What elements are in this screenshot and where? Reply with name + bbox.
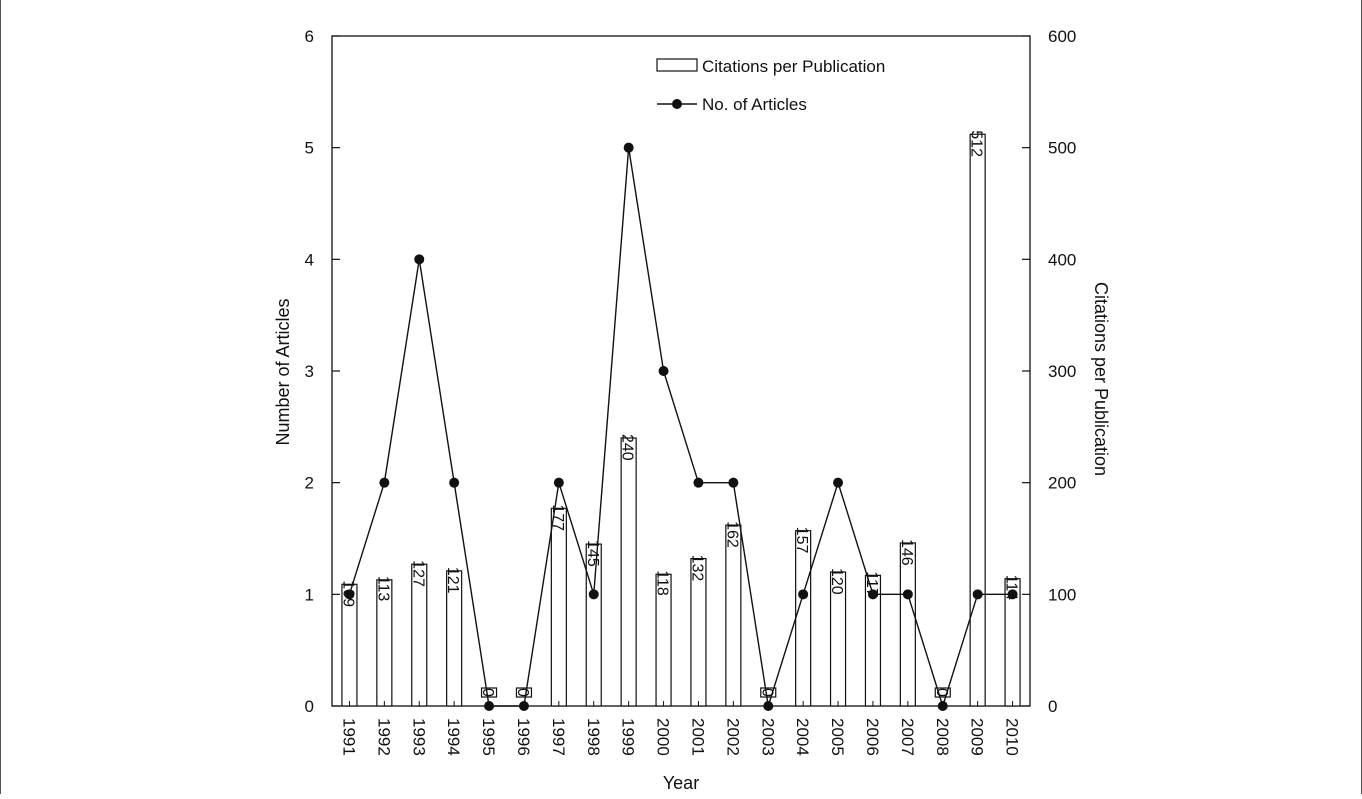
x-axis-tick-label: 2006 bbox=[863, 718, 882, 756]
x-axis-tick-label: 2010 bbox=[1003, 718, 1022, 756]
bar-citations-1995 bbox=[480, 687, 498, 698]
bar-value-label: 113 bbox=[374, 576, 391, 602]
bar-citations-2003 bbox=[760, 687, 777, 698]
bar-citations-1997 bbox=[550, 507, 567, 707]
point-articles-2009 bbox=[972, 589, 983, 600]
x-axis-tick-label: 2008 bbox=[933, 718, 952, 756]
left-axis-tick-label: 1 bbox=[305, 585, 314, 604]
bar-value-label: 240 bbox=[619, 434, 636, 461]
point-articles-1999 bbox=[623, 142, 634, 153]
x-axis-title: Year bbox=[663, 773, 699, 793]
bar-citations-2009 bbox=[969, 133, 986, 707]
x-axis-tick-label: 1998 bbox=[584, 718, 603, 756]
x-axis-tick-label: 2009 bbox=[968, 718, 987, 756]
bar-value-label: 177 bbox=[549, 504, 566, 531]
bar-value-label: 162 bbox=[723, 521, 740, 548]
bar-value-label: 118 bbox=[654, 570, 671, 596]
right-axis-tick-label: 200 bbox=[1048, 474, 1076, 493]
x-axis-tick-label: 2007 bbox=[898, 718, 917, 756]
right-axis-tick-label: 500 bbox=[1048, 139, 1076, 158]
x-axis-tick-label: 2001 bbox=[688, 718, 707, 756]
legend-line-label: No. of Articles bbox=[702, 95, 807, 114]
legend-bar-swatch bbox=[656, 58, 698, 72]
left-axis-tick-label: 3 bbox=[305, 362, 314, 381]
left-axis-title: Number of Articles bbox=[273, 298, 293, 445]
point-articles-1993 bbox=[414, 254, 425, 265]
point-articles-1991 bbox=[344, 589, 355, 600]
point-articles-1992 bbox=[379, 477, 390, 488]
bar-citations-2008 bbox=[934, 687, 951, 698]
bar-value-label: 120 bbox=[828, 568, 845, 595]
left-axis-tick-label: 2 bbox=[305, 474, 314, 493]
right-axis-tick-label: 600 bbox=[1048, 27, 1076, 46]
bar-value-label: 127 bbox=[409, 560, 426, 587]
point-articles-1997 bbox=[553, 477, 564, 488]
line-articles bbox=[348, 147, 1013, 709]
point-articles-2002 bbox=[728, 477, 739, 488]
right-axis-tick-label: 300 bbox=[1048, 362, 1076, 381]
point-articles-2000 bbox=[658, 366, 669, 376]
bar-citations-2007 bbox=[899, 542, 916, 707]
bar-value-label: 146 bbox=[898, 539, 915, 566]
right-axis-tick-label: 0 bbox=[1048, 697, 1057, 716]
bar-citations-1999 bbox=[620, 437, 637, 707]
point-articles-2005 bbox=[833, 477, 844, 488]
point-articles-1994 bbox=[449, 477, 460, 488]
legend-bar-label: Citations per Publication bbox=[702, 57, 885, 76]
left-axis-tick-label: 0 bbox=[305, 697, 314, 716]
bar-value-label: 157 bbox=[793, 527, 810, 554]
bar-citations-2002 bbox=[725, 524, 742, 707]
bar-citations-2004 bbox=[795, 530, 812, 707]
point-articles-2004 bbox=[798, 589, 809, 600]
x-axis-tick-label: 2003 bbox=[758, 718, 777, 756]
x-axis-tick-label: 1995 bbox=[479, 718, 498, 756]
point-articles-1998 bbox=[588, 589, 599, 600]
x-axis-tick-label: 1997 bbox=[549, 718, 568, 756]
x-axis-tick-label: 1994 bbox=[444, 718, 463, 756]
left-axis-tick-label: 6 bbox=[305, 27, 314, 46]
bar-value-label: 0 bbox=[514, 688, 531, 697]
bar-value-label: 132 bbox=[688, 555, 705, 582]
x-axis-tick-label: 1996 bbox=[514, 718, 533, 756]
x-axis-tick-label: 2000 bbox=[654, 718, 673, 756]
right-axis-title: Citations per Publication bbox=[1091, 282, 1111, 476]
bar-citations-1996 bbox=[515, 687, 533, 698]
point-articles-2010 bbox=[1007, 589, 1018, 600]
left-axis-tick-label: 4 bbox=[305, 250, 314, 269]
legend-line-marker bbox=[672, 99, 682, 109]
x-axis-tick-label: 1999 bbox=[619, 718, 638, 756]
x-axis-tick-label: 2005 bbox=[828, 718, 847, 756]
right-axis-tick-label: 400 bbox=[1048, 250, 1076, 269]
x-axis-tick-label: 1993 bbox=[409, 718, 428, 756]
x-axis-tick-label: 1991 bbox=[339, 718, 358, 756]
point-articles-2007 bbox=[902, 589, 913, 600]
point-articles-2006 bbox=[867, 589, 878, 600]
left-axis-tick-label: 5 bbox=[305, 139, 314, 158]
x-axis-tick-label: 2002 bbox=[723, 718, 742, 756]
bar-value-label: 0 bbox=[933, 688, 950, 697]
bar-value-label: 512 bbox=[968, 130, 985, 157]
point-articles-2001 bbox=[693, 477, 704, 488]
bar-value-label: 121 bbox=[444, 567, 461, 594]
x-axis-tick-label: 2004 bbox=[793, 718, 812, 756]
x-axis-tick-label: 1992 bbox=[374, 718, 393, 756]
bar-citations-1998 bbox=[585, 543, 602, 707]
right-axis-tick-label: 100 bbox=[1048, 585, 1076, 604]
